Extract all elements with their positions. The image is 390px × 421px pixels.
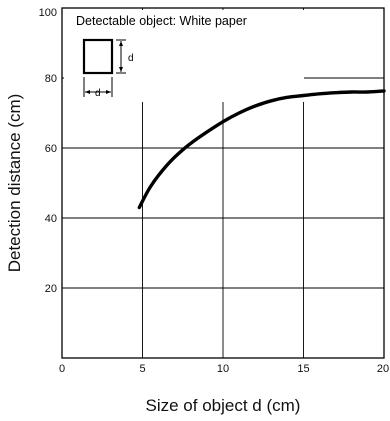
y-axis-title: Detection distance (cm): [5, 94, 24, 273]
annotation-text: Detectable object: White paper: [76, 14, 247, 28]
inset-square-diagram: d d: [82, 38, 134, 99]
x-tick-label: 0: [59, 363, 65, 375]
x-axis-title: Size of object d (cm): [146, 396, 301, 415]
inset-label-horizontal: d: [95, 88, 101, 99]
y-tick-label: 40: [45, 213, 57, 225]
y-tick-label: 80: [45, 73, 57, 85]
annotation-legend: Detectable object: White paper d d: [64, 10, 304, 102]
series-line: [137, 89, 386, 210]
inset-label-vertical: d: [128, 53, 134, 64]
y-tick-label: 60: [45, 143, 57, 155]
tick-labels: 0 5 10 15 20 20 40 60 80 100: [39, 7, 389, 375]
x-tick-label: 5: [139, 363, 145, 375]
x-tick-label: 20: [377, 363, 389, 375]
y-tick-label: 100: [39, 7, 57, 19]
x-tick-label: 10: [217, 363, 229, 375]
y-tick-label: 20: [45, 283, 57, 295]
x-tick-label: 15: [297, 363, 309, 375]
plot-frame: [61, 7, 385, 359]
